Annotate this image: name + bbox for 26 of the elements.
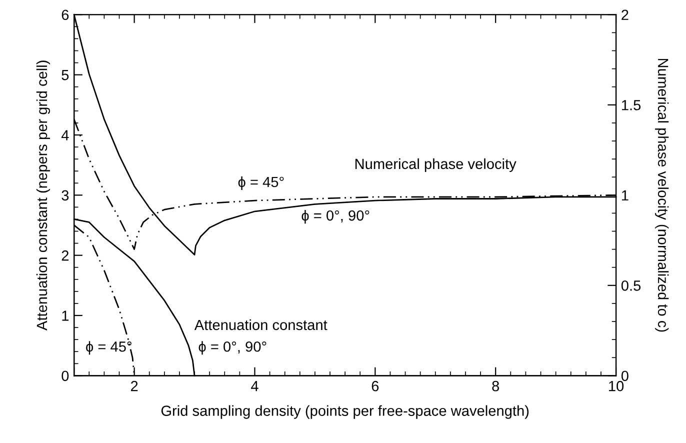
- x-tick-label: 6: [372, 380, 379, 392]
- x-tick-label: 2: [130, 380, 138, 392]
- x-tick-label: 8: [492, 380, 500, 392]
- x-tick-label: 4: [251, 381, 258, 392]
- y2-tick-label: 2: [622, 10, 628, 20]
- y-axis-title: Attenuation constant (nepers per grid cell): [36, 60, 50, 330]
- annotation: ϕ = 45°: [86, 341, 132, 355]
- y2-tick-label: 1.5: [622, 100, 641, 110]
- y-tick-label: 1: [62, 310, 69, 321]
- annotation: ϕ = 45°: [238, 176, 284, 190]
- y-tick-label: 3: [62, 190, 69, 201]
- annotation: ϕ = 0°, 90°: [302, 210, 370, 224]
- y2-axis-title: Numerical phase velocity (normalized to c): [655, 58, 669, 332]
- annotation: ϕ = 0°, 90°: [198, 341, 266, 355]
- y-tick-label: 0: [62, 370, 69, 382]
- annotation: Numerical phase velocity: [355, 158, 516, 172]
- y-tick-label: 6: [62, 10, 69, 20]
- x-axis-title: Grid sampling density (points per free-space wavelength): [161, 405, 529, 419]
- x-tick-label: 10: [609, 380, 624, 392]
- annotation: Attenuation constant: [194, 319, 328, 330]
- y2-tick-label: 1: [622, 190, 628, 200]
- y-tick-label: 4: [61, 130, 69, 140]
- y2-tick-label: 0.5: [621, 280, 641, 291]
- y-tick-label: 2: [62, 250, 68, 261]
- y-tick-label: 5: [62, 70, 69, 80]
- y2-tick-label: 0: [621, 370, 628, 382]
